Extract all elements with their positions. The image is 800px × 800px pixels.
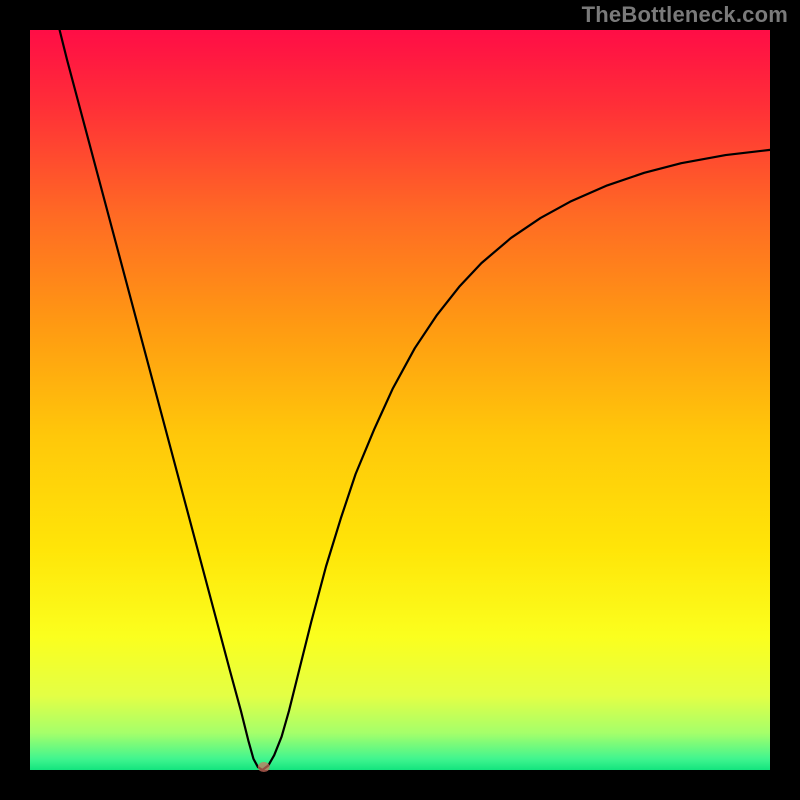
plot-background-gradient	[30, 30, 770, 770]
bottleneck-chart	[0, 0, 800, 800]
watermark-text: TheBottleneck.com	[582, 2, 788, 28]
optimum-marker	[258, 762, 270, 772]
chart-container: TheBottleneck.com	[0, 0, 800, 800]
